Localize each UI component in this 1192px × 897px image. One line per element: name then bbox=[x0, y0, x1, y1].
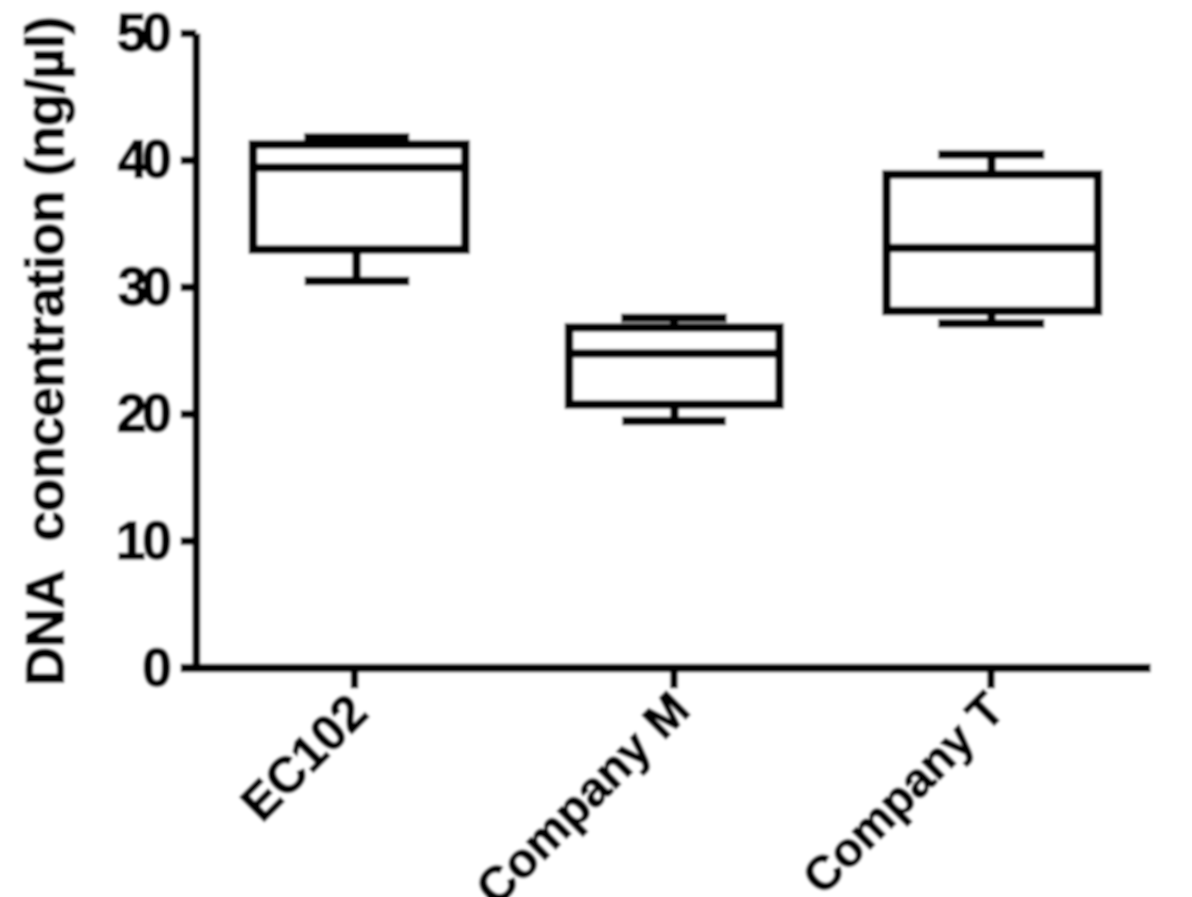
svg-text:10: 10 bbox=[116, 512, 172, 571]
svg-text:0: 0 bbox=[142, 639, 172, 698]
svg-text:40: 40 bbox=[118, 131, 172, 190]
svg-text:DNA concentration (ng/µl): DNA concentration (ng/µl) bbox=[16, 16, 76, 686]
svg-text:30: 30 bbox=[118, 258, 172, 317]
svg-text:50: 50 bbox=[117, 4, 172, 63]
svg-text:20: 20 bbox=[117, 385, 172, 444]
